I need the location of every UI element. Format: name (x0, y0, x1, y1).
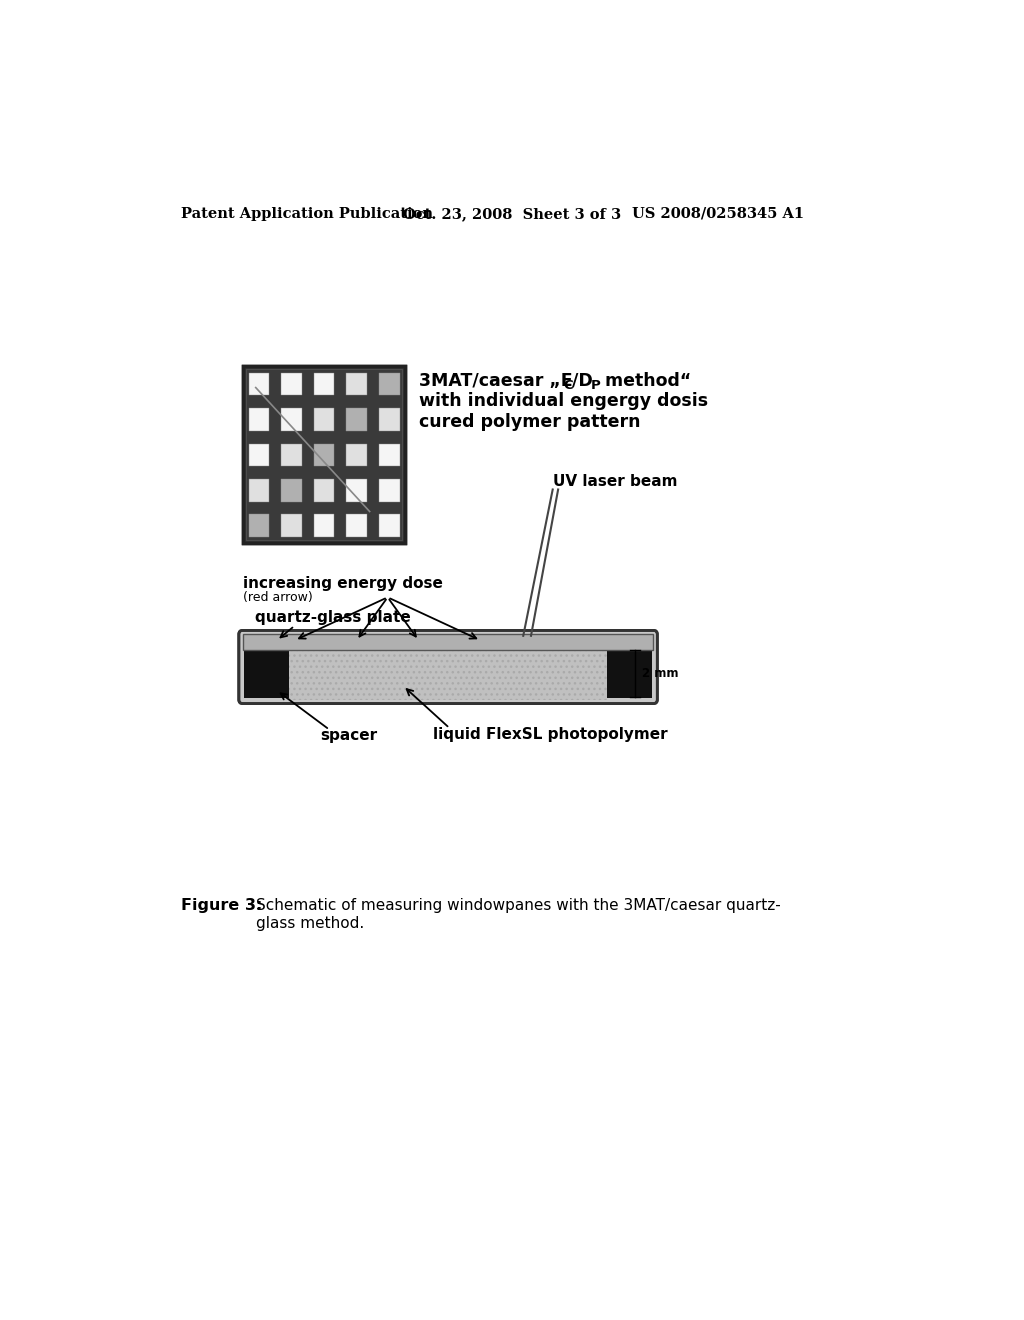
Bar (313, 408, 335, 430)
Text: (red arrow): (red arrow) (243, 591, 312, 603)
FancyBboxPatch shape (239, 631, 657, 704)
Text: P: P (591, 379, 600, 392)
Bar (246, 370, 402, 540)
Text: increasing energy dose: increasing energy dose (243, 576, 442, 591)
Text: Schematic of measuring windowpanes with the 3MAT/caesar quartz-: Schematic of measuring windowpanes with … (256, 898, 780, 912)
Text: glass method.: glass method. (256, 916, 365, 931)
Bar (282, 372, 302, 396)
Bar (379, 515, 399, 537)
Text: cured polymer pattern: cured polymer pattern (419, 413, 640, 432)
Bar (243, 367, 406, 544)
Bar (249, 372, 269, 396)
Bar (379, 372, 399, 396)
Bar (249, 408, 269, 430)
Text: US 2008/0258345 A1: US 2008/0258345 A1 (632, 207, 804, 220)
Text: liquid FlexSL photopolymer: liquid FlexSL photopolymer (432, 727, 668, 742)
Text: UV laser beam: UV laser beam (553, 474, 677, 490)
Bar (289, 649, 607, 700)
Bar (313, 515, 335, 537)
Text: quartz-glass plate: quartz-glass plate (255, 610, 411, 624)
Bar (249, 479, 269, 502)
Text: spacer: spacer (321, 729, 377, 743)
Text: method“: method“ (599, 371, 691, 389)
Bar (249, 515, 269, 537)
Bar (243, 635, 653, 649)
Bar (282, 408, 302, 430)
Text: Oct. 23, 2008  Sheet 3 of 3: Oct. 23, 2008 Sheet 3 of 3 (403, 207, 622, 220)
Text: C: C (563, 379, 573, 392)
Bar (313, 479, 335, 502)
Bar (282, 444, 302, 466)
Text: Patent Application Publication: Patent Application Publication (180, 207, 433, 220)
Bar (245, 636, 289, 698)
Bar (346, 444, 367, 466)
Bar (249, 444, 269, 466)
Bar (282, 479, 302, 502)
Bar (346, 479, 367, 502)
Bar (313, 444, 335, 466)
Bar (379, 408, 399, 430)
Bar (313, 372, 335, 396)
Text: /D: /D (572, 371, 593, 389)
Bar (346, 515, 367, 537)
Bar (379, 479, 399, 502)
Text: 2 mm: 2 mm (642, 667, 678, 680)
Text: 3MAT/caesar „E: 3MAT/caesar „E (419, 371, 572, 389)
Text: with individual engergy dosis: with individual engergy dosis (419, 392, 708, 411)
Bar (346, 408, 367, 430)
Bar (346, 372, 367, 396)
Bar (282, 515, 302, 537)
Text: Figure 3:: Figure 3: (180, 898, 262, 912)
Bar (379, 444, 399, 466)
Bar (607, 636, 652, 698)
Bar (243, 367, 406, 544)
